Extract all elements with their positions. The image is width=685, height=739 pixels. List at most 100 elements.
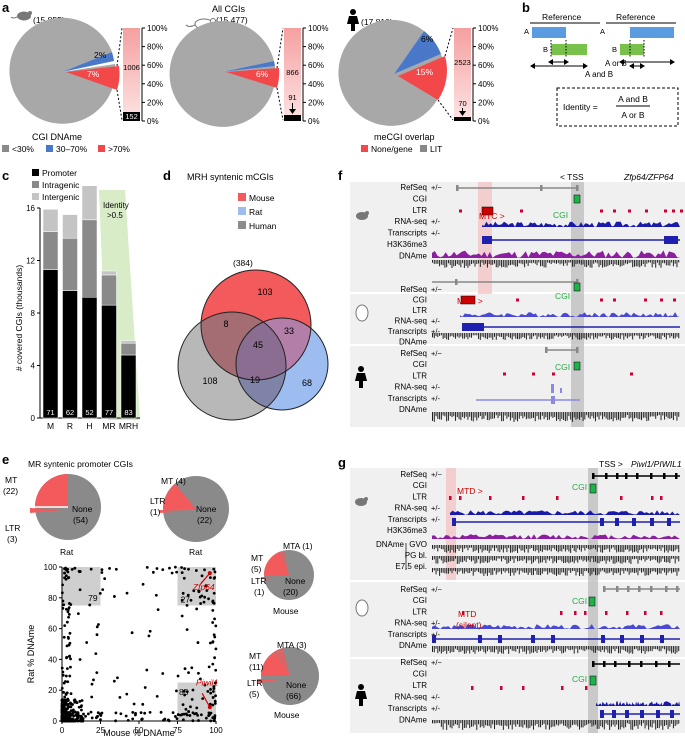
- dname-bar: [559, 568, 561, 575]
- dname-bar: [467, 412, 469, 420]
- axis-tick-label: 40%: [147, 80, 163, 89]
- dname-bar: [646, 260, 648, 264]
- dname-bar: [432, 412, 433, 421]
- e4-none: None: [286, 680, 307, 690]
- dname-bar: [554, 556, 556, 562]
- dname-bar: [621, 412, 623, 418]
- track-label: DNAme: [399, 338, 428, 347]
- refseq-exon: [668, 661, 671, 667]
- dname-bar: [534, 720, 536, 726]
- dname-bar: [522, 545, 524, 551]
- e-point: [141, 702, 145, 706]
- dname-bar: [594, 333, 596, 338]
- c-ytick-label: 8: [31, 309, 36, 318]
- dname-bar: [486, 556, 488, 563]
- dname-bar: [509, 568, 511, 576]
- signal-track: [596, 701, 680, 706]
- dname-bar: [577, 333, 579, 340]
- dname-bar: [522, 568, 524, 573]
- dname-bar: [520, 568, 522, 571]
- e3-none: None: [285, 576, 306, 586]
- dname-bar: [444, 568, 446, 574]
- dname-bar: [485, 646, 487, 654]
- legend-high: >70%: [108, 144, 130, 154]
- c-bar-promoter: [81, 297, 98, 419]
- dname-bar: [658, 720, 660, 729]
- dname-bar: [490, 260, 492, 265]
- dname-bar: [545, 545, 547, 551]
- dname-bar: [495, 545, 497, 549]
- e-point: [64, 674, 68, 678]
- dname-bar: [444, 412, 446, 417]
- dname-bar: [525, 412, 527, 420]
- dname-bar: [577, 545, 579, 549]
- dname-bar: [502, 646, 504, 654]
- signal-track: [450, 510, 680, 515]
- g-cgi-rat: CGI: [572, 596, 587, 606]
- dname-bar: [591, 568, 593, 575]
- e-point: [183, 667, 187, 671]
- dname-bar: [486, 646, 488, 652]
- d-title: MRH syntenic mCGIs: [187, 172, 274, 182]
- dname-bar: [623, 556, 625, 563]
- e-point: [81, 717, 85, 721]
- dname-bar: [584, 545, 586, 551]
- dname-bar: [644, 333, 646, 339]
- dname-bar: [518, 260, 520, 264]
- e-box-1: [62, 567, 101, 606]
- dname-bar: [460, 720, 462, 724]
- dname-bar: [580, 556, 582, 560]
- dname-bar: [435, 333, 437, 337]
- e-point: [208, 713, 212, 716]
- e-point: [213, 617, 216, 621]
- dname-bar: [511, 260, 513, 265]
- dname-bar: [648, 412, 650, 421]
- venn-human-only: 108: [202, 376, 217, 386]
- dname-bar: [541, 646, 543, 652]
- dname-bar: [446, 260, 448, 268]
- dname-bar: [571, 646, 573, 650]
- track-label: RNA-seq: [395, 383, 427, 392]
- e-pie-rat-2: MT (4) LTR (1) None (22) Rat: [150, 476, 229, 557]
- dname-bar: [465, 333, 467, 338]
- dname-bar: [671, 720, 673, 724]
- dname-bar: [511, 333, 513, 340]
- identity-annotation-2: >0.5: [107, 211, 123, 220]
- track-label: LTR: [412, 371, 427, 380]
- dname-bar: [658, 545, 660, 549]
- dname-bar: [437, 720, 439, 724]
- e-point: [95, 633, 99, 637]
- dname-bar: [656, 556, 658, 563]
- dname-bar: [529, 545, 531, 549]
- dname-bar: [600, 720, 602, 727]
- dname-bar: [520, 260, 522, 264]
- dname-bar: [609, 646, 611, 654]
- dname-bar: [470, 260, 472, 265]
- dname-bar: [458, 646, 460, 653]
- dname-bar: [573, 646, 575, 654]
- dname-bar: [662, 545, 664, 548]
- e-ytick-label: 100: [44, 563, 58, 572]
- label-a-1: A: [524, 27, 529, 36]
- legend-low: <30%: [12, 144, 34, 154]
- e-point: [97, 623, 100, 626]
- e-point: [78, 658, 82, 661]
- dname-bar: [593, 260, 595, 264]
- dname-bar: [532, 646, 534, 653]
- dname-bar: [594, 412, 596, 422]
- dname-bar: [432, 260, 433, 263]
- dname-bar: [481, 412, 483, 420]
- dname-bar: [511, 720, 513, 730]
- dname-bar: [529, 646, 531, 654]
- dname-bar: [437, 333, 439, 338]
- pie-mouse-blue-pct: 2%: [94, 50, 107, 60]
- dname-bar: [541, 568, 543, 574]
- dname-bar: [660, 333, 662, 340]
- c-bar-intergenic: [101, 270, 117, 276]
- dname-bar: [509, 720, 511, 725]
- dname-bar: [557, 412, 559, 420]
- dname-bar: [543, 412, 545, 420]
- identity-num: A and B: [618, 94, 648, 104]
